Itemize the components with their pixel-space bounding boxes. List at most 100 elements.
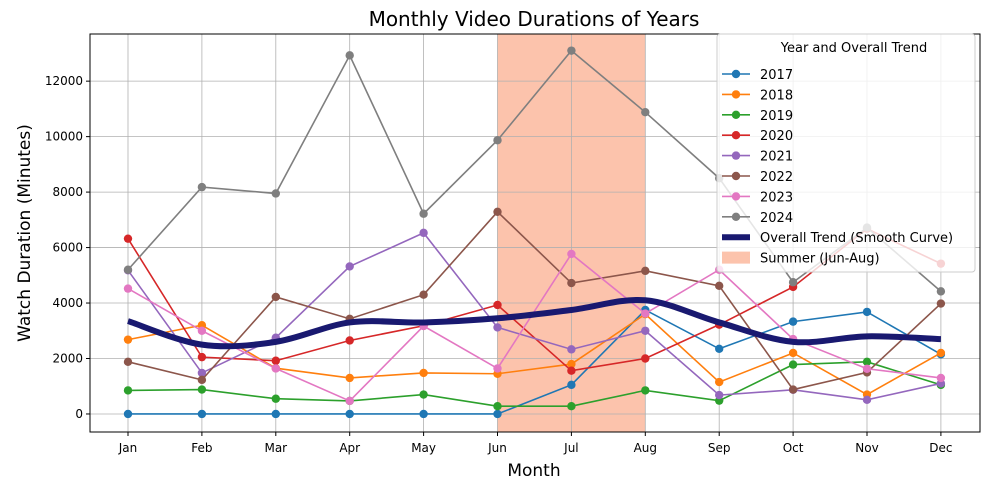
data-point xyxy=(936,373,946,383)
data-point xyxy=(641,309,650,318)
legend-item: 2023 xyxy=(722,190,793,205)
legend-title: Year and Overall Trend xyxy=(780,41,927,56)
legend-swatch-marker xyxy=(731,131,741,140)
legend-label: Summer (Jun-Aug) xyxy=(760,252,880,267)
legend-item: 2022 xyxy=(722,170,793,185)
data-point xyxy=(197,385,207,394)
data-point xyxy=(345,336,354,345)
data-point xyxy=(493,402,502,411)
series-layer xyxy=(123,46,946,419)
data-point xyxy=(419,290,428,299)
data-point xyxy=(641,108,650,117)
legend-swatch-marker xyxy=(731,110,741,120)
data-point xyxy=(862,364,872,373)
legend-swatch-marker xyxy=(731,90,741,99)
data-point xyxy=(123,357,133,367)
data-point xyxy=(123,335,133,344)
data-point xyxy=(567,359,576,369)
legend-items: 2017 2018 2019 2020 2021 2022 2023 2024 Overall … xyxy=(722,68,953,267)
data-point xyxy=(567,249,576,259)
data-point xyxy=(345,373,354,383)
data-point xyxy=(641,266,650,276)
data-point xyxy=(715,377,724,387)
y-axis-title: Watch Duration (Minutes) xyxy=(15,124,35,342)
data-point xyxy=(567,345,576,354)
plot-frame xyxy=(89,33,981,433)
data-point xyxy=(641,386,650,395)
data-point xyxy=(567,366,576,375)
x-tick-label: Dec xyxy=(929,441,952,455)
data-point xyxy=(715,390,724,400)
data-point xyxy=(493,409,502,419)
data-point xyxy=(197,368,207,378)
data-point xyxy=(123,284,133,293)
data-point xyxy=(419,368,428,378)
data-point xyxy=(567,380,576,390)
data-point xyxy=(271,292,280,302)
data-point xyxy=(419,409,428,419)
data-point xyxy=(271,409,280,419)
data-point xyxy=(271,394,280,403)
data-point xyxy=(419,228,428,238)
legend-label: 2018 xyxy=(760,88,793,103)
y-tick-label: 6000 xyxy=(52,241,83,255)
legend-box xyxy=(716,33,976,273)
data-point xyxy=(197,409,207,419)
data-point xyxy=(493,364,502,373)
series-line xyxy=(127,361,942,408)
data-point xyxy=(493,207,502,216)
legend-label: 2017 xyxy=(760,68,793,83)
legend-label: 2021 xyxy=(760,150,793,165)
y-tick-label: 8000 xyxy=(52,185,83,199)
legend-label: 2022 xyxy=(760,170,793,185)
data-point xyxy=(788,360,798,369)
legend-swatch-marker xyxy=(731,69,741,79)
data-point xyxy=(197,352,207,362)
legend: Year and Overall Trend 20172018201920202… xyxy=(716,33,976,273)
data-point xyxy=(419,390,428,399)
legend-label: 2024 xyxy=(760,211,793,226)
x-tick-label: Jan xyxy=(118,441,138,455)
x-tick-label: Sep xyxy=(708,441,731,455)
legend-item: Summer (Jun-Aug) xyxy=(722,251,880,267)
y-tick-label: 2000 xyxy=(52,352,83,366)
overall-trend-curve xyxy=(127,296,942,350)
data-point xyxy=(936,299,946,308)
x-tick-label: Mar xyxy=(264,441,287,455)
data-point xyxy=(345,396,354,406)
data-point xyxy=(493,136,502,145)
data-point xyxy=(271,356,280,365)
legend-label: 2023 xyxy=(760,190,793,205)
data-point xyxy=(936,287,946,296)
x-tick-label: Oct xyxy=(783,441,804,455)
data-point xyxy=(641,354,650,363)
legend-item: 2020 xyxy=(722,129,793,144)
legend-item: 2017 xyxy=(722,68,793,83)
data-point xyxy=(715,281,724,291)
data-point xyxy=(123,409,133,419)
x-axis-title: Month xyxy=(507,461,560,481)
legend-item: 2018 xyxy=(722,88,793,103)
legend-label: 2020 xyxy=(760,129,793,144)
data-point xyxy=(197,326,207,335)
data-point xyxy=(788,385,798,394)
x-tick-label: May xyxy=(411,441,436,455)
x-tick-label: Jun xyxy=(487,441,507,455)
data-point xyxy=(197,182,207,192)
data-point xyxy=(567,46,576,55)
series-line xyxy=(127,313,942,396)
data-point xyxy=(123,234,133,243)
data-point xyxy=(788,278,798,287)
legend-label: 2019 xyxy=(760,109,793,124)
data-point xyxy=(197,375,207,385)
x-tick-label: Feb xyxy=(191,441,212,455)
series-line xyxy=(127,49,942,292)
legend-item: Overall Trend (Smooth Curve) xyxy=(722,231,953,246)
y-tick-label: 10000 xyxy=(45,130,83,144)
data-point xyxy=(862,307,872,317)
data-point xyxy=(271,189,280,198)
data-point xyxy=(788,317,798,326)
y-tick-label: 12000 xyxy=(45,74,83,88)
legend-swatch-marker xyxy=(731,192,741,201)
